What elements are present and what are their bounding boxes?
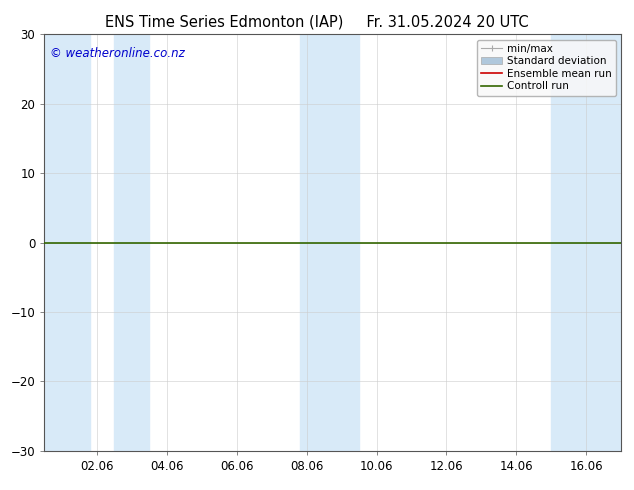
Bar [552, 34, 621, 451]
Legend: min/max, Standard deviation, Ensemble mean run, Controll run: min/max, Standard deviation, Ensemble me… [477, 40, 616, 96]
Text: © weatheronline.co.nz: © weatheronline.co.nz [50, 47, 185, 60]
Text: ENS Time Series Edmonton (IAP)     Fr. 31.05.2024 20 UTC: ENS Time Series Edmonton (IAP) Fr. 31.05… [105, 15, 529, 30]
Bar [44, 34, 90, 451]
Bar [114, 34, 149, 451]
Bar [300, 34, 359, 451]
